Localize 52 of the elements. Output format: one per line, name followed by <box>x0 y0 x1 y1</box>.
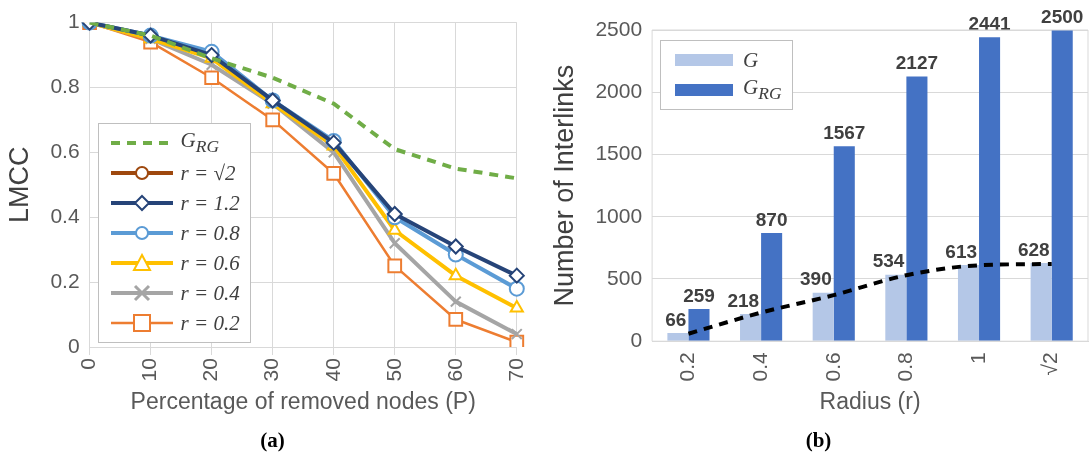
y-tick-label: 0.8 <box>50 74 80 98</box>
text: (a) <box>259 428 286 453</box>
data-label: 259 <box>683 284 715 306</box>
y-tick-label: 2000 <box>595 79 643 103</box>
x-axis-title: Radius (r) <box>819 387 921 414</box>
y-axis-title: LMCC <box>3 146 34 224</box>
y-tick-label: 0.2 <box>50 268 80 292</box>
data-label: 218 <box>727 289 760 311</box>
x-axis-title: Percentage of removed nodes (P) <box>130 387 476 414</box>
y-axis-title: Number of Interlinks <box>548 64 579 307</box>
legend-label: r = 0.8 <box>180 220 240 246</box>
data-label: 628 <box>1017 238 1050 260</box>
x-tick-label: 40 <box>320 358 344 382</box>
x-tick-label: 0.6 <box>820 352 844 382</box>
data-label: 2441 <box>968 13 1012 35</box>
x-tick-label: 60 <box>442 358 466 382</box>
x-tick-label: 0.4 <box>747 351 771 382</box>
data-label: 66 <box>665 308 687 330</box>
data-label: 870 <box>755 208 788 230</box>
x-tick-label: 30 <box>259 358 283 382</box>
x-tick-label: 70 <box>503 358 527 382</box>
legend-label: r = 1.2 <box>180 190 240 216</box>
y-tick-label: 1 <box>67 9 80 33</box>
y-tick-label: 1500 <box>595 141 643 165</box>
legend-label: r = 0.2 <box>180 310 240 336</box>
legend-label: r = √2 <box>180 160 236 186</box>
y-tick-label: 0.6 <box>50 139 80 163</box>
text: (b) <box>804 428 833 453</box>
data-label: 534 <box>872 250 905 272</box>
x-tick-label: 50 <box>381 358 405 382</box>
x-tick-label: 10 <box>137 358 161 382</box>
x-tick-label: 20 <box>198 358 222 382</box>
x-tick-label: 1 <box>965 352 989 364</box>
y-tick-label: 2500 <box>595 16 643 40</box>
x-tick-label: 0.2 <box>675 352 699 382</box>
legend-label: r = 0.6 <box>180 250 240 276</box>
data-label: 2500 <box>1041 5 1084 27</box>
data-label: 613 <box>945 240 978 262</box>
legend-label: G$_{RG}$ <box>743 75 782 105</box>
legend-label: G$_{RG}$ <box>180 128 220 158</box>
y-tick-label: 0 <box>630 328 643 351</box>
y-tick-label: 1000 <box>595 203 643 227</box>
y-tick-label: 0.4 <box>50 204 80 228</box>
y-tick-label: 500 <box>607 265 643 289</box>
legend-label: G <box>743 47 759 73</box>
x-tick-label: √2 <box>1038 352 1062 376</box>
x-tick-label: 0.8 <box>893 352 917 382</box>
data-label: 2127 <box>895 52 939 74</box>
legend-label: r = 0.4 <box>180 280 240 306</box>
data-label: 390 <box>800 268 832 290</box>
x-tick-label: 0 <box>76 358 100 370</box>
data-label: 1567 <box>823 121 866 143</box>
